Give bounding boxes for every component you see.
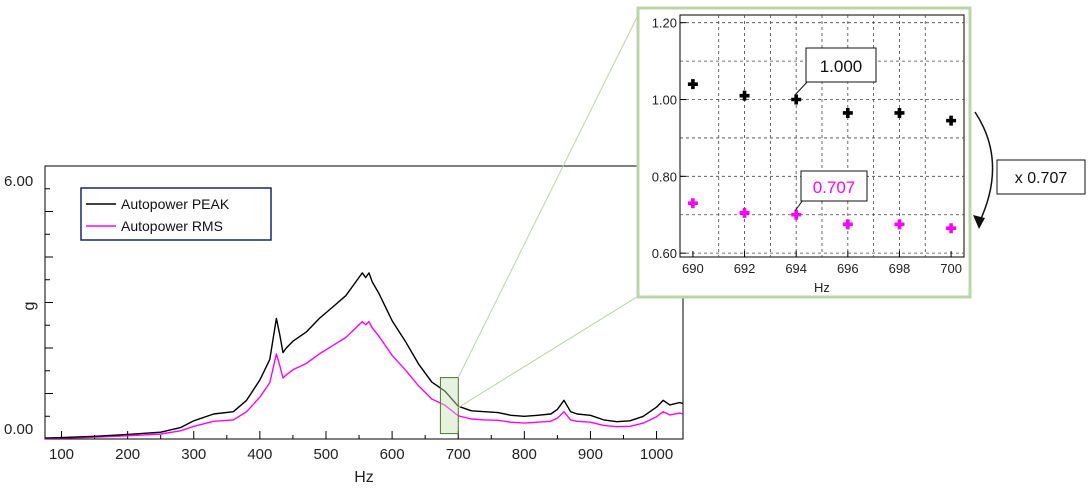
callout-peak-leader bbox=[794, 80, 809, 96]
zoom-point-peak bbox=[946, 115, 957, 126]
zoom-x-tick-label: 696 bbox=[837, 261, 859, 276]
zoom-point-peak bbox=[894, 107, 905, 118]
zoom-connector-line bbox=[457, 294, 641, 409]
zoom-y-tick-label: 0.80 bbox=[652, 169, 677, 184]
legend-box bbox=[80, 187, 272, 241]
zoom-point-rms bbox=[894, 219, 905, 230]
scaling-arrow bbox=[974, 111, 994, 224]
factor-label-box bbox=[996, 159, 1086, 195]
scaling-arrowhead bbox=[973, 215, 985, 229]
zoom-x-tick-label: 692 bbox=[734, 261, 756, 276]
zoom-y-tick-label: 1.20 bbox=[652, 16, 677, 31]
main-x-tick-label: 600 bbox=[380, 446, 405, 463]
zoom-grid bbox=[680, 15, 964, 257]
zoom-y-tick-label: 0.60 bbox=[652, 246, 677, 261]
main-x-tick-label: 200 bbox=[115, 446, 140, 463]
main-x-tick-label: 1000 bbox=[640, 446, 673, 463]
zoom-region-highlight bbox=[439, 377, 459, 435]
zoom-x-ticks: 690 692 694 696 698 700 bbox=[682, 251, 962, 276]
zoom-point-peak bbox=[791, 94, 802, 105]
main-legend: Autopower PEAK Autopower RMS bbox=[80, 187, 272, 241]
zoom-points-group bbox=[687, 79, 957, 234]
zoom-x-tick-label: 698 bbox=[889, 261, 911, 276]
zoom-point-peak bbox=[687, 79, 698, 90]
zoom-point-rms bbox=[791, 209, 802, 220]
main-x-tick-label: 500 bbox=[313, 446, 338, 463]
zoom-y-tick-label: 1.00 bbox=[652, 93, 677, 108]
callout-rms-text: 0.707 bbox=[813, 178, 856, 197]
main-x-tick-label: 300 bbox=[181, 446, 206, 463]
main-x-tick-label: 100 bbox=[49, 446, 74, 463]
zoom-point-peak bbox=[842, 107, 853, 118]
zoom-x-tick-label: 700 bbox=[940, 261, 962, 276]
zoom-y-ticks: 0.60 0.80 1.00 1.20 bbox=[652, 16, 686, 261]
main-series-group bbox=[44, 272, 684, 440]
zoom-point-rms bbox=[842, 219, 853, 230]
callout-rms: 0.707 bbox=[794, 170, 868, 212]
zoom-point-peak bbox=[739, 90, 750, 101]
zoom-panel: 0.60 0.80 1.00 1.20 690 692 694 696 698 700 Hz 1… bbox=[636, 6, 972, 299]
series-line-peak bbox=[44, 272, 684, 439]
zoom-point-rms bbox=[687, 198, 698, 209]
zoom-connector-line bbox=[457, 10, 641, 378]
callout-peak-box bbox=[805, 47, 877, 83]
zoom-x-tick-label: 694 bbox=[785, 261, 807, 276]
factor-label-text: x 0.707 bbox=[1015, 170, 1068, 187]
main-x-tick-label: 800 bbox=[512, 446, 537, 463]
series-line-rms bbox=[44, 320, 684, 440]
callout-peak-text: 1.000 bbox=[820, 57, 863, 76]
callout-peak: 1.000 bbox=[794, 47, 877, 96]
main-y-tick-label: 0.00 bbox=[4, 421, 33, 438]
legend-label-peak: Autopower PEAK bbox=[121, 196, 230, 212]
legend-label-rms: Autopower RMS bbox=[121, 218, 223, 234]
zoom-x-axis-title: Hz bbox=[814, 280, 830, 295]
scaling-factor: x 0.707 bbox=[973, 111, 1086, 229]
main-y-tick-label: 6.00 bbox=[4, 173, 33, 190]
main-chart: 100 200 300 400 500 600 700 800 900 1000 6.00 0.0… bbox=[4, 165, 684, 486]
main-x-ticks: 100 200 300 400 500 600 700 800 900 1000 bbox=[49, 431, 673, 463]
main-x-tick-label: 400 bbox=[247, 446, 272, 463]
main-x-tick-label: 900 bbox=[578, 446, 603, 463]
callout-rms-leader bbox=[794, 199, 804, 212]
zoom-x-tick-label: 690 bbox=[682, 261, 704, 276]
callout-rms-box bbox=[800, 170, 868, 202]
main-x-tick-label: 700 bbox=[446, 446, 471, 463]
main-x-axis-title: Hz bbox=[354, 469, 374, 486]
main-y-axis-title: g bbox=[21, 302, 38, 311]
zoom-point-rms bbox=[946, 223, 957, 234]
zoom-point-rms bbox=[739, 207, 750, 218]
